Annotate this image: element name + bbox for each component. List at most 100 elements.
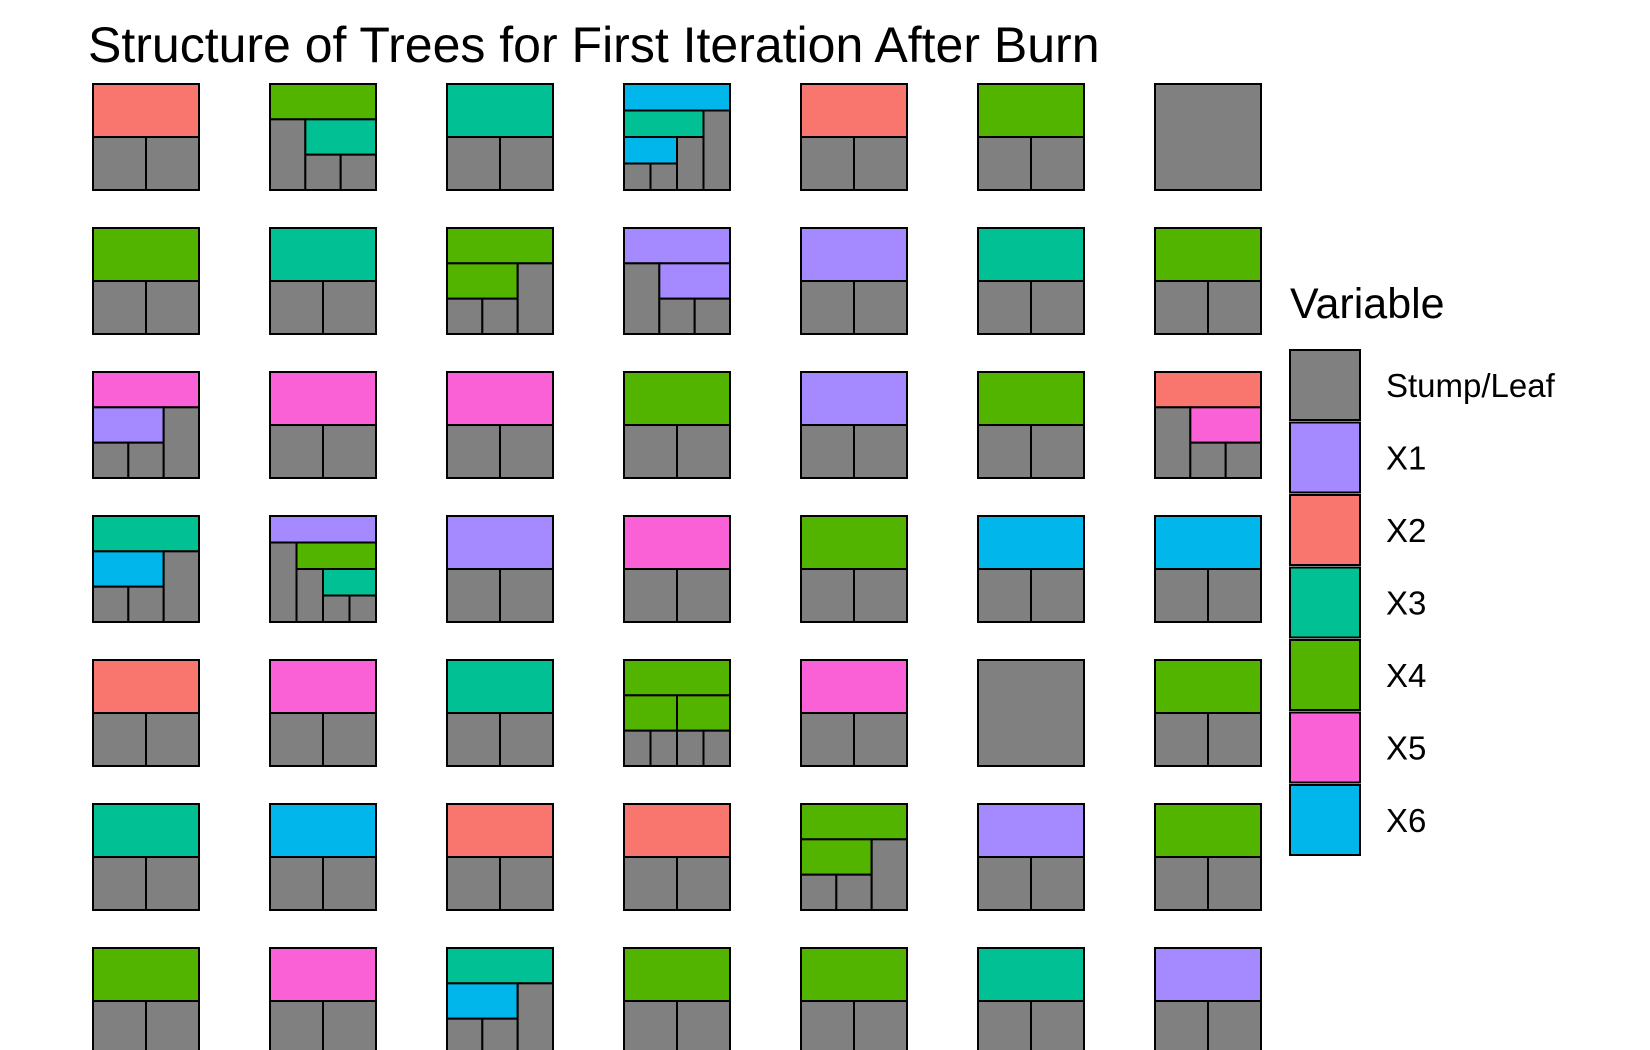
tree-split-node-x5 (623, 515, 731, 570)
tree-leaf-node (977, 424, 1032, 479)
tree-panel (623, 227, 732, 336)
tree-panel (977, 803, 1085, 911)
tree-split-node-x1 (623, 227, 731, 265)
tree-panel (800, 659, 908, 767)
tree-panels (92, 83, 1263, 1050)
tree-panel (446, 227, 555, 336)
tree-leaf-node (1154, 406, 1192, 480)
tree-split-node-x4 (623, 694, 678, 732)
legend-key-x5 (1289, 711, 1361, 784)
tree-split-node-x5 (800, 659, 908, 714)
tree-leaf-node (1224, 441, 1262, 479)
tree-split-node-x4 (977, 83, 1085, 138)
tree-leaf-node (853, 1000, 908, 1050)
tree-leaf-node (1030, 1000, 1085, 1050)
legend-key-x1 (1289, 421, 1361, 494)
tree-split-node-x3 (446, 83, 554, 138)
tree-panel (1154, 371, 1263, 480)
tree-leaf-node (853, 280, 908, 335)
tree-leaf-node (1207, 1000, 1262, 1050)
tree-split-node-x4 (446, 262, 519, 300)
tree-leaf-node (800, 136, 855, 191)
tree-split-node-x4 (800, 838, 873, 876)
tree-split-node-x5 (1189, 406, 1263, 444)
tree-leaf-node (702, 109, 731, 191)
legend-label: X3 (1386, 585, 1426, 622)
tree-split-node-x4 (800, 947, 908, 1002)
legend-key-x6 (1289, 784, 1361, 856)
tree-leaf-node (92, 585, 130, 624)
tree-split-node-x2 (623, 803, 731, 858)
tree-split-node-x4 (1154, 659, 1262, 714)
tree-split-node-x4 (676, 694, 731, 732)
tree-panel (446, 515, 554, 623)
tree-leaf-node (127, 441, 165, 479)
tree-panel (92, 83, 200, 191)
tree-split-node-x5 (92, 371, 200, 409)
tree-split-node-x3 (322, 568, 377, 597)
tree-split-node-x4 (1154, 803, 1262, 858)
tree-split-node-x2 (92, 659, 200, 714)
tree-leaf-node (870, 838, 909, 911)
chart-title: Structure of Trees for First Iteration A… (88, 17, 1100, 73)
tree-leaf-node (853, 712, 908, 767)
tree-split-node-x6 (446, 982, 519, 1020)
tree-panel (446, 83, 554, 191)
tree-leaf-node (649, 729, 678, 768)
tree-split-node-x5 (446, 371, 554, 426)
tree-leaf-node (702, 729, 731, 768)
tree-leaf-node (1154, 83, 1262, 191)
tree-leaf-node (676, 729, 705, 768)
tree-leaf-node (269, 1000, 324, 1050)
tree-leaf-node (1154, 280, 1209, 335)
tree-split-node-x6 (269, 803, 377, 858)
tree-split-node-x3 (269, 227, 377, 282)
tree-leaf-node (800, 873, 838, 912)
tree-split-node-x1 (800, 371, 908, 426)
tree-leaf-node (676, 568, 731, 623)
tree-leaf-node (623, 568, 678, 623)
tree-split-node-x1 (800, 227, 908, 282)
tree-leaf-node (92, 712, 147, 767)
tree-split-node-x5 (269, 659, 377, 714)
tree-leaf-node (676, 856, 731, 911)
tree-split-node-x3 (446, 947, 554, 985)
tree-panel (800, 227, 908, 335)
tree-leaf-node (977, 659, 1085, 767)
tree-panel (1154, 227, 1262, 335)
tree-panel (269, 803, 377, 911)
tree-leaf-node (322, 594, 351, 623)
tree-split-node-x3 (977, 227, 1085, 282)
tree-leaf-node (649, 162, 678, 191)
tree-panel (977, 371, 1085, 479)
tree-panel (1154, 83, 1262, 191)
legend-key-stump-leaf (1289, 349, 1361, 421)
tree-leaf-node (977, 136, 1032, 191)
tree-leaf-node (1030, 856, 1085, 911)
legend: Variable Stump/Leaf X1 X2 X3 X4 X5 X6 (1289, 280, 1556, 856)
tree-leaf-node (623, 1000, 678, 1050)
tree-split-node-x1 (658, 262, 731, 300)
tree-split-node-x4 (623, 659, 731, 697)
tree-leaf-node (499, 424, 554, 479)
tree-leaf-node (1207, 280, 1262, 335)
tree-leaf-node (127, 585, 165, 624)
tree-panel (92, 947, 200, 1050)
tree-panel (623, 371, 731, 479)
legend-key-x2 (1289, 494, 1361, 566)
tree-leaf-node (162, 550, 201, 623)
tree-leaf-node (977, 1000, 1032, 1050)
tree-leaf-node (853, 136, 908, 191)
tree-leaf-node (145, 280, 200, 335)
tree-leaf-node (295, 568, 324, 623)
tree-panel (623, 83, 731, 191)
tree-leaf-node (92, 280, 147, 335)
tree-leaf-node (800, 1000, 855, 1050)
tree-leaf-node (481, 1017, 519, 1050)
tree-split-node-x1 (92, 406, 165, 444)
tree-leaf-node (499, 568, 554, 623)
tree-leaf-node (446, 712, 501, 767)
tree-leaf-node (1030, 568, 1085, 623)
tree-leaf-node (269, 856, 324, 911)
